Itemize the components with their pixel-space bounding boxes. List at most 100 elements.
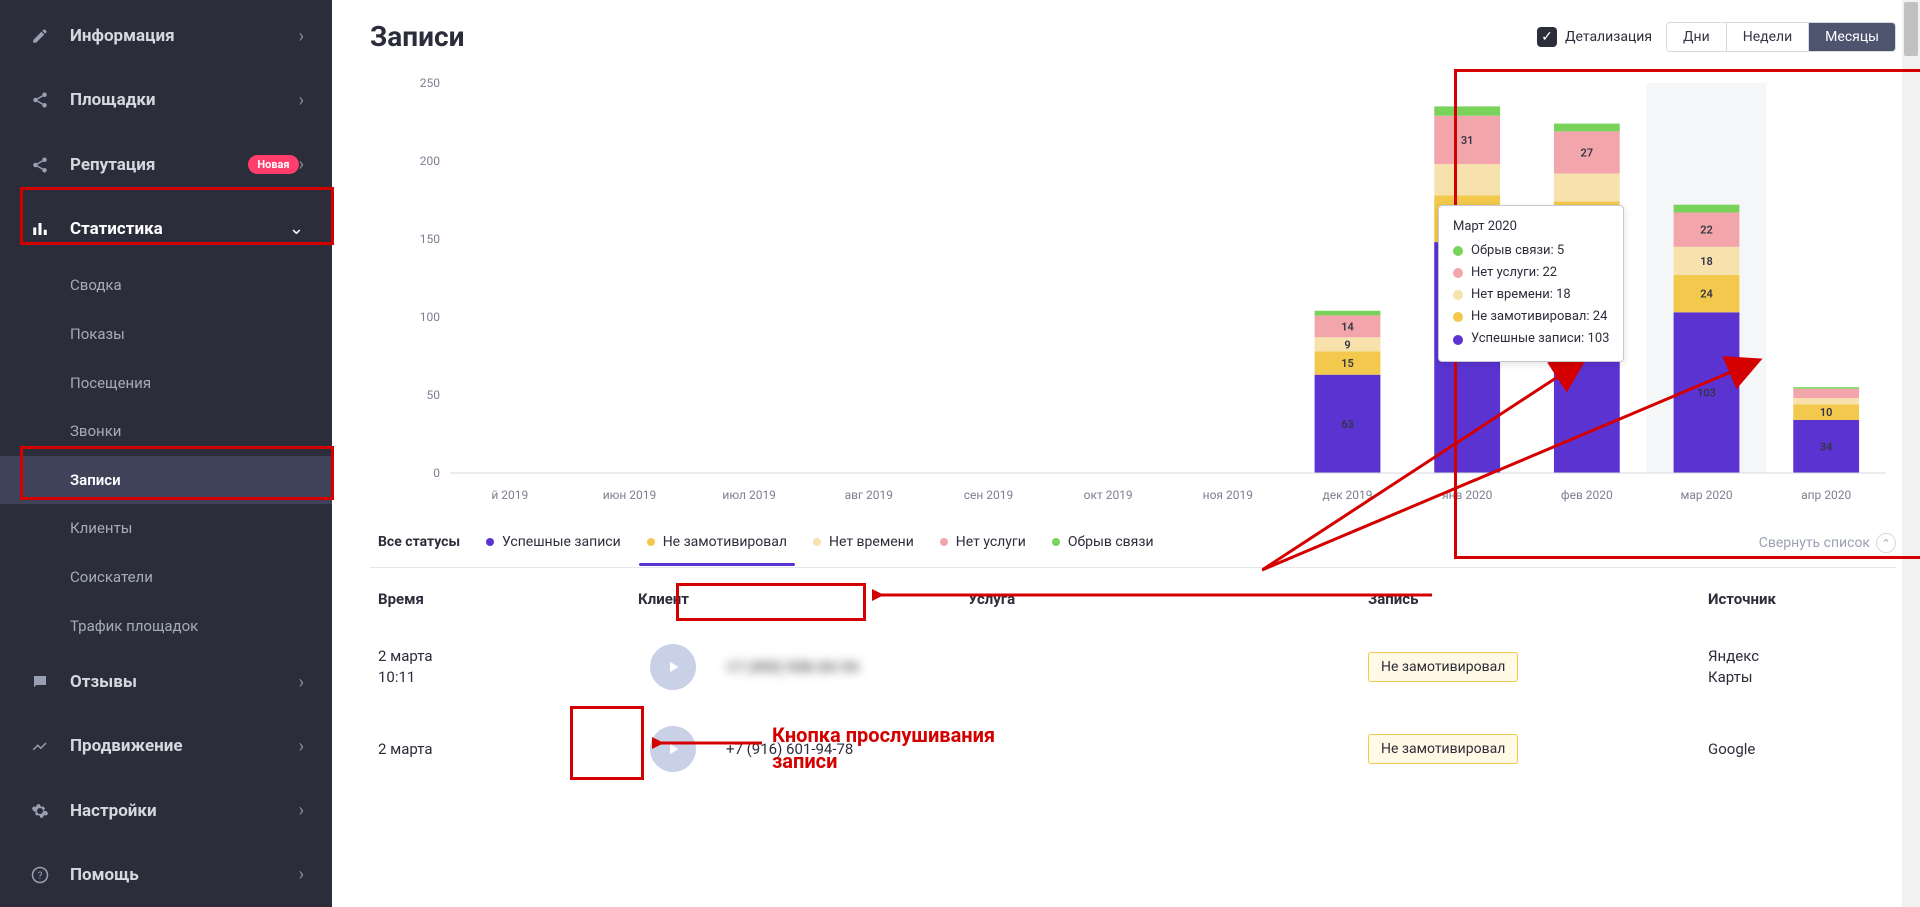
chevron-right-icon: › xyxy=(299,800,304,821)
checkbox-checked-icon: ✓ xyxy=(1537,27,1557,47)
window-scrollbar[interactable] xyxy=(1902,0,1920,907)
filter-не-замотивировал[interactable]: Не замотивировал xyxy=(647,534,787,552)
chart-tooltip: Март 2020 Обрыв связи: 5Нет услуги: 22Не… xyxy=(1438,205,1624,362)
filter-all[interactable]: Все статусы xyxy=(378,534,460,552)
chevron-right-icon: › xyxy=(299,154,304,175)
svg-text:50: 50 xyxy=(427,388,441,402)
filter-dot-icon xyxy=(647,538,655,546)
cell-time: 2 марта10:11 xyxy=(378,646,638,688)
chevron-right-icon: › xyxy=(299,736,304,757)
svg-text:100: 100 xyxy=(420,310,440,324)
sidebar-sub-traffic[interactable]: Трафик площадок xyxy=(0,601,332,650)
sub-label: Клиенты xyxy=(70,519,132,537)
cell-record: Не замотивировал xyxy=(1368,652,1708,682)
sidebar-sub-calls[interactable]: Звонки xyxy=(0,407,332,456)
svg-text:?: ? xyxy=(38,869,43,882)
gear-icon xyxy=(28,799,52,823)
sub-label: Трафик площадок xyxy=(70,617,198,635)
sidebar-sub-clients[interactable]: Клиенты xyxy=(0,504,332,553)
chat-icon xyxy=(28,670,52,694)
seg-days[interactable]: Дни xyxy=(1667,23,1726,51)
table-header: Время Клиент Услуга Запись Источник xyxy=(370,568,1896,626)
cell-client: +7 (495) 938-04-94 xyxy=(638,644,968,690)
svg-text:18: 18 xyxy=(1700,255,1713,268)
svg-text:июл 2019: июл 2019 xyxy=(722,488,776,502)
collapse-list[interactable]: Свернуть список ⌃ xyxy=(1759,533,1896,553)
svg-text:окт 2019: окт 2019 xyxy=(1084,488,1133,502)
sidebar-item-statistics[interactable]: Статистика ⌄ xyxy=(0,197,332,261)
filter-обрыв-связи[interactable]: Обрыв связи xyxy=(1052,534,1154,552)
sub-label: Записи xyxy=(70,471,121,489)
records-chart[interactable]: 050100150200250й 2019июн 2019июл 2019авг… xyxy=(400,73,1896,513)
sidebar-item-promotion[interactable]: Продвижение › xyxy=(0,714,332,778)
client-phone: +7 (916) 601-94-78 xyxy=(726,740,853,758)
stats-icon xyxy=(28,217,52,241)
svg-text:34: 34 xyxy=(1820,440,1833,453)
sidebar-sub-summary[interactable]: Сводка xyxy=(0,261,332,310)
chevron-right-icon: › xyxy=(299,672,304,693)
record-badge: Не замотивировал xyxy=(1368,734,1518,764)
sidebar-label: Настройки xyxy=(70,801,299,821)
filter-нет-услуги[interactable]: Нет услуги xyxy=(940,534,1026,552)
tooltip-row: Нет времени: 18 xyxy=(1453,284,1609,306)
sidebar-label: Продвижение xyxy=(70,736,299,756)
seg-weeks[interactable]: Недели xyxy=(1726,23,1808,51)
filter-dot-icon xyxy=(940,538,948,546)
tooltip-row: Успешные записи: 103 xyxy=(1453,328,1609,350)
seg-months[interactable]: Месяцы xyxy=(1808,23,1895,51)
sidebar-sub-records[interactable]: Записи xyxy=(0,456,332,505)
svg-text:дек 2019: дек 2019 xyxy=(1322,488,1372,502)
filter-нет-времени[interactable]: Нет времени xyxy=(813,534,914,552)
filter-dot-icon xyxy=(813,538,821,546)
filter-label: Успешные записи xyxy=(502,534,621,550)
collapse-label: Свернуть список xyxy=(1759,535,1870,551)
tooltip-title: Март 2020 xyxy=(1453,216,1609,238)
detail-checkbox[interactable]: ✓ Детализация xyxy=(1537,27,1652,47)
cell-source: ЯндексКарты xyxy=(1708,646,1888,688)
tooltip-dot-icon xyxy=(1453,290,1463,300)
svg-text:ноя 2019: ноя 2019 xyxy=(1203,488,1253,502)
sidebar-sub-applicants[interactable]: Соискатели xyxy=(0,553,332,602)
client-phone: +7 (495) 938-04-94 xyxy=(726,658,859,676)
tooltip-row-text: Нет услуги: 22 xyxy=(1471,262,1557,284)
help-icon: ? xyxy=(28,863,52,887)
table-row: 2 марта10:11 +7 (495) 938-04-94 Не замотив… xyxy=(370,626,1896,708)
new-badge: Новая xyxy=(248,155,298,174)
col-record: Запись xyxy=(1368,590,1708,608)
sidebar-sub-shows[interactable]: Показы xyxy=(0,310,332,359)
tooltip-dot-icon xyxy=(1453,246,1463,256)
sidebar-label: Отзывы xyxy=(70,672,299,692)
sidebar-sub-visits[interactable]: Посещения xyxy=(0,358,332,407)
filter-label: Обрыв связи xyxy=(1068,534,1154,550)
sidebar-item-info[interactable]: Информация › xyxy=(0,4,332,68)
svg-text:14: 14 xyxy=(1341,320,1354,333)
main-content: Записи ✓ Детализация Дни Недели Месяцы 0… xyxy=(332,0,1920,907)
filter-underline xyxy=(639,563,795,566)
sidebar-label: Информация xyxy=(70,26,299,46)
svg-text:сен 2019: сен 2019 xyxy=(964,488,1014,502)
svg-text:22: 22 xyxy=(1700,224,1713,237)
scrollbar-thumb[interactable] xyxy=(1904,2,1918,56)
filter-успешные-записи[interactable]: Успешные записи xyxy=(486,534,621,552)
sidebar-item-help[interactable]: ? Помощь › xyxy=(0,843,332,907)
sidebar-item-platforms[interactable]: Площадки › xyxy=(0,68,332,132)
sidebar-item-reviews[interactable]: Отзывы › xyxy=(0,650,332,714)
svg-text:10: 10 xyxy=(1820,406,1833,419)
tooltip-row: Нет услуги: 22 xyxy=(1453,262,1609,284)
col-service: Услуга xyxy=(968,590,1368,608)
play-button[interactable] xyxy=(650,726,696,772)
tooltip-row: Обрыв связи: 5 xyxy=(1453,240,1609,262)
tooltip-dot-icon xyxy=(1453,268,1463,278)
period-segment: Дни Недели Месяцы xyxy=(1666,22,1896,52)
svg-text:й 2019: й 2019 xyxy=(491,488,528,502)
sidebar-item-settings[interactable]: Настройки › xyxy=(0,779,332,843)
chart-svg: 050100150200250й 2019июн 2019июл 2019авг… xyxy=(400,73,1896,513)
sidebar-item-reputation[interactable]: Репутация Новая › xyxy=(0,132,332,196)
row-date: 2 марта xyxy=(378,739,638,760)
sidebar-label: Помощь xyxy=(70,865,299,885)
cell-source: Google xyxy=(1708,739,1888,760)
play-button[interactable] xyxy=(650,644,696,690)
cell-time: 2 марта xyxy=(378,739,638,760)
sidebar-label: Площадки xyxy=(70,90,299,110)
sidebar-label: Статистика xyxy=(70,219,289,239)
